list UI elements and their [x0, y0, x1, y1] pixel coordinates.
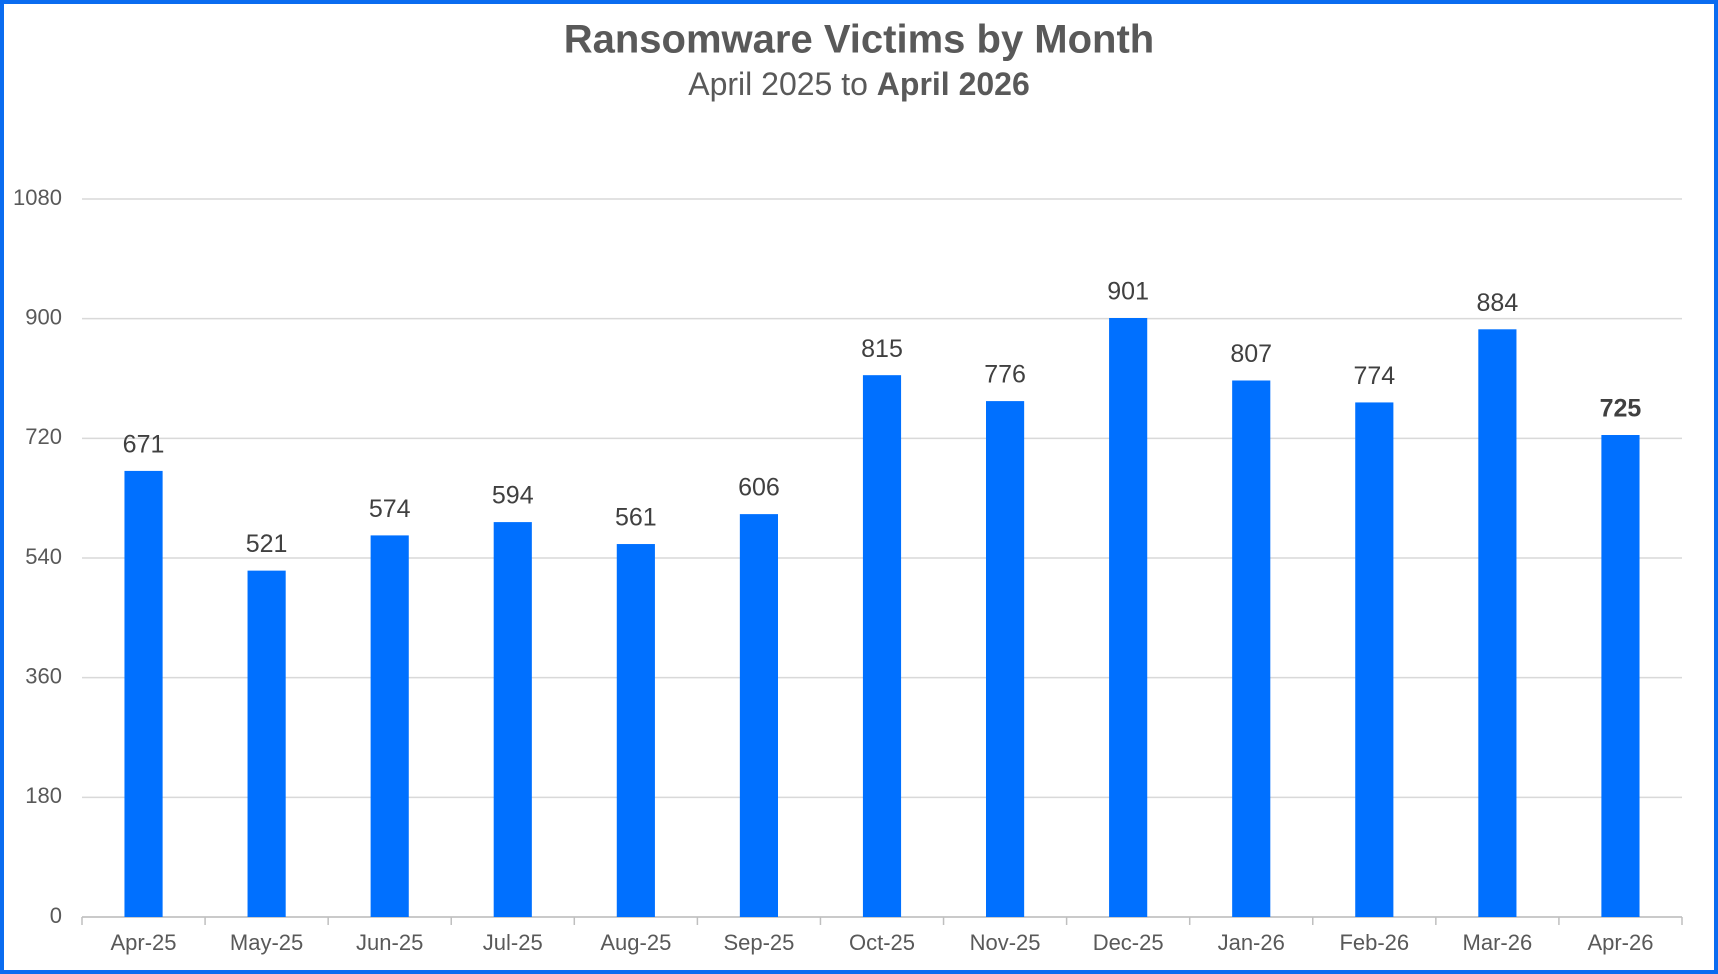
y-tick-label: 1080 — [13, 185, 62, 210]
bar — [124, 470, 163, 917]
value-label: 774 — [1353, 362, 1395, 390]
subtitle-prefix: April 2025 to — [688, 66, 868, 102]
bar — [616, 544, 655, 917]
value-label: 574 — [369, 495, 411, 523]
x-tick-label: Apr-26 — [1587, 930, 1653, 955]
value-label: 594 — [492, 482, 534, 510]
x-tick-label: Nov-25 — [970, 930, 1041, 955]
bar — [247, 570, 286, 917]
bar — [1601, 435, 1640, 917]
y-tick-label: 180 — [25, 783, 62, 808]
value-label: 521 — [246, 530, 288, 558]
chart-subtitle: April 2025 to April 2026 — [688, 66, 1030, 102]
bar — [862, 375, 902, 918]
bar — [986, 401, 1025, 917]
subtitle-bold: April 2026 — [877, 66, 1030, 102]
bar — [1232, 380, 1271, 917]
x-tick-label: Apr-25 — [111, 930, 177, 955]
y-tick-label: 0 — [50, 903, 62, 928]
x-tick-label: Sep-25 — [723, 930, 794, 955]
y-tick-label: 900 — [25, 304, 62, 329]
x-tick-label: Jul-25 — [483, 930, 543, 955]
bar — [1355, 402, 1394, 917]
value-label: 901 — [1107, 278, 1149, 306]
bar — [370, 535, 409, 917]
x-tick-label: Aug-25 — [600, 930, 671, 955]
value-label: 725 — [1600, 395, 1642, 423]
x-tick-label: May-25 — [230, 930, 303, 955]
value-label: 884 — [1477, 289, 1519, 317]
bar — [1478, 329, 1517, 917]
x-tick-label: Jan-26 — [1218, 930, 1285, 955]
bar — [493, 522, 532, 917]
x-tick-label: Feb-26 — [1339, 930, 1409, 955]
x-tick-label: Dec-25 — [1093, 930, 1164, 955]
value-label: 776 — [984, 361, 1026, 389]
bar — [1109, 318, 1148, 918]
value-label: 561 — [615, 504, 657, 532]
x-tick-label: Jun-25 — [356, 930, 423, 955]
chart-title: Ransomware Victims by Month — [564, 18, 1155, 62]
bar — [739, 514, 778, 917]
value-label: 807 — [1230, 340, 1272, 368]
y-tick-label: 540 — [25, 544, 62, 569]
x-tick-label: Oct-25 — [849, 930, 915, 955]
x-tick-label: Mar-26 — [1463, 930, 1533, 955]
y-tick-label: 360 — [25, 663, 62, 688]
value-label: 815 — [861, 335, 903, 363]
value-label: 671 — [123, 431, 165, 459]
y-tick-label: 720 — [25, 424, 62, 449]
value-label: 606 — [738, 474, 780, 502]
